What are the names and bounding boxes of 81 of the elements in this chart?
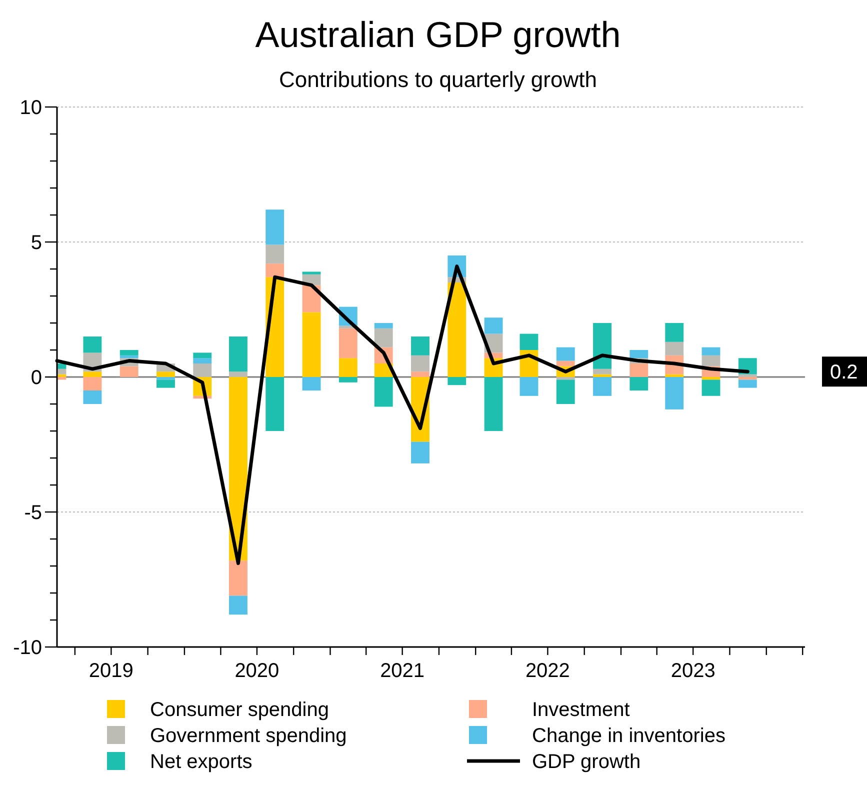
- bar: [556, 360, 575, 366]
- bar: [484, 377, 503, 431]
- bar: [374, 323, 393, 328]
- bar: [338, 377, 358, 382]
- bar: [120, 355, 138, 358]
- bar: [448, 377, 466, 386]
- bar: [302, 312, 321, 377]
- bar: [229, 336, 248, 372]
- bar: [411, 336, 430, 356]
- bar: [630, 377, 648, 390]
- bar: [411, 355, 430, 372]
- y-tick-label: 0: [30, 367, 42, 389]
- bar: [120, 350, 138, 356]
- bar: [83, 390, 102, 404]
- chart-subtitle: Contributions to quarterly growth: [279, 67, 597, 92]
- bar: [556, 347, 575, 361]
- bar: [593, 368, 612, 374]
- bar: [193, 364, 212, 377]
- bar: [593, 323, 612, 369]
- x-tick-label: 2019: [88, 660, 134, 682]
- bar: [120, 366, 138, 377]
- legend-label: Change in inventories: [532, 725, 726, 747]
- bar: [411, 442, 430, 464]
- bar: [374, 328, 393, 348]
- x-tick-label: 2022: [525, 660, 570, 682]
- bar: [374, 377, 393, 407]
- bar: [266, 264, 284, 278]
- bar: [630, 350, 648, 358]
- bar: [83, 377, 102, 390]
- chart-title: Australian GDP growth: [255, 14, 621, 55]
- bar: [702, 347, 720, 356]
- bar: [193, 358, 212, 364]
- bar: [229, 596, 248, 615]
- legend-label: GDP growth: [532, 751, 641, 773]
- bar: [229, 372, 248, 377]
- x-tick-label: 2021: [380, 660, 425, 682]
- bar: [593, 374, 612, 377]
- bar: [593, 377, 612, 396]
- y-tick-label: 5: [30, 232, 42, 254]
- bar: [665, 342, 684, 356]
- bar: [738, 380, 757, 388]
- bar: [630, 364, 648, 377]
- bar: [266, 210, 284, 245]
- bar: [338, 328, 358, 358]
- bar: [484, 318, 503, 334]
- bar: [156, 380, 175, 388]
- y-tick-label: 10: [20, 97, 42, 119]
- text: 0.2: [830, 362, 858, 384]
- bar: [665, 377, 684, 410]
- bar: [738, 374, 757, 377]
- legend-label: Government spending: [150, 725, 347, 747]
- bar: [520, 334, 538, 350]
- bar: [83, 336, 102, 353]
- y-tick-label: -5: [24, 502, 42, 524]
- bar: [520, 377, 538, 396]
- bar: [411, 372, 430, 377]
- bar: [448, 282, 466, 377]
- bar: [156, 372, 175, 377]
- bar: [83, 372, 102, 377]
- legend-label: Net exports: [150, 751, 252, 773]
- bar: [302, 377, 321, 390]
- bar: [193, 352, 212, 358]
- y-tick-label: -10: [13, 637, 42, 659]
- legend-label: Consumer spending: [150, 699, 329, 721]
- bar: [156, 377, 175, 380]
- bar: [665, 323, 684, 342]
- bar: [338, 358, 358, 377]
- bar: [702, 380, 720, 396]
- bar: [702, 377, 720, 380]
- bar: [266, 377, 284, 431]
- bar: [266, 244, 284, 264]
- x-tick-label: 2020: [234, 660, 280, 682]
- bar: [229, 560, 248, 596]
- bar: [665, 374, 684, 377]
- bar: [302, 272, 321, 274]
- x-tick-label: 2023: [670, 660, 716, 682]
- bar: [556, 380, 575, 404]
- legend-label: Investment: [532, 699, 630, 721]
- bar: [702, 355, 720, 366]
- bar: [738, 377, 757, 380]
- bar: [556, 377, 575, 380]
